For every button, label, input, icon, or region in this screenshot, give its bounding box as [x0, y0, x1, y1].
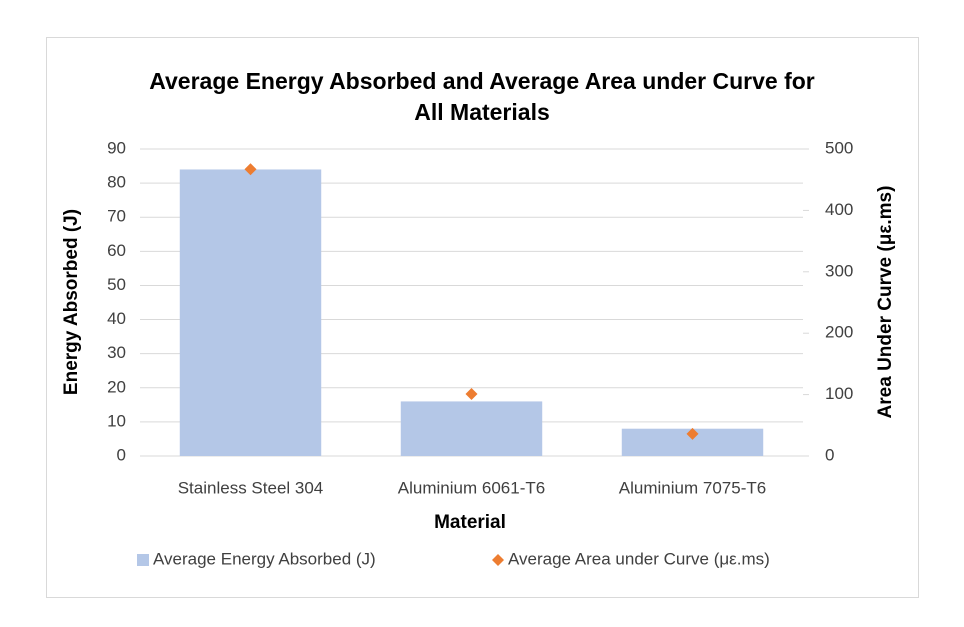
y2-axis-title: Area Under Curve (με.ms) — [875, 186, 896, 419]
y-tick-label: 20 — [107, 377, 126, 396]
y-tick-label: 40 — [107, 309, 126, 328]
marker — [244, 163, 257, 176]
x-axis-title: Material — [434, 512, 506, 533]
legend-swatch — [137, 554, 149, 566]
y-tick-label: 10 — [107, 411, 126, 430]
x-tick-label: Aluminium 6061-T6 — [398, 478, 545, 497]
x-tick-label: Stainless Steel 304 — [178, 478, 324, 497]
y-tick-label: 70 — [107, 207, 126, 226]
marker — [465, 387, 478, 400]
legend-swatch — [492, 554, 504, 566]
y-tick-label: 30 — [107, 343, 126, 362]
y2-tick-label: 0 — [825, 445, 834, 464]
y2-tick-label: 300 — [825, 261, 853, 280]
y2-tick-label: 500 — [825, 138, 853, 157]
legend-label: Average Energy Absorbed (J) — [153, 549, 376, 568]
y-tick-label: 90 — [107, 138, 126, 157]
y-axis-title: Energy Absorbed (J) — [61, 209, 82, 395]
y-tick-label: 50 — [107, 275, 126, 294]
x-tick-label: Aluminium 7075-T6 — [619, 478, 766, 497]
marker — [686, 427, 699, 440]
y2-tick-label: 400 — [825, 200, 853, 219]
bar — [400, 401, 543, 456]
y-tick-label: 60 — [107, 241, 126, 260]
y2-tick-label: 200 — [825, 323, 853, 342]
y-tick-label: 80 — [107, 173, 126, 192]
y-tick-label: 0 — [117, 445, 126, 464]
legend-label: Average Area under Curve (με.ms) — [508, 549, 770, 568]
bar — [179, 169, 322, 456]
chart-title: Average Energy Absorbed and Average Area… — [149, 68, 815, 125]
y2-tick-label: 100 — [825, 384, 853, 403]
